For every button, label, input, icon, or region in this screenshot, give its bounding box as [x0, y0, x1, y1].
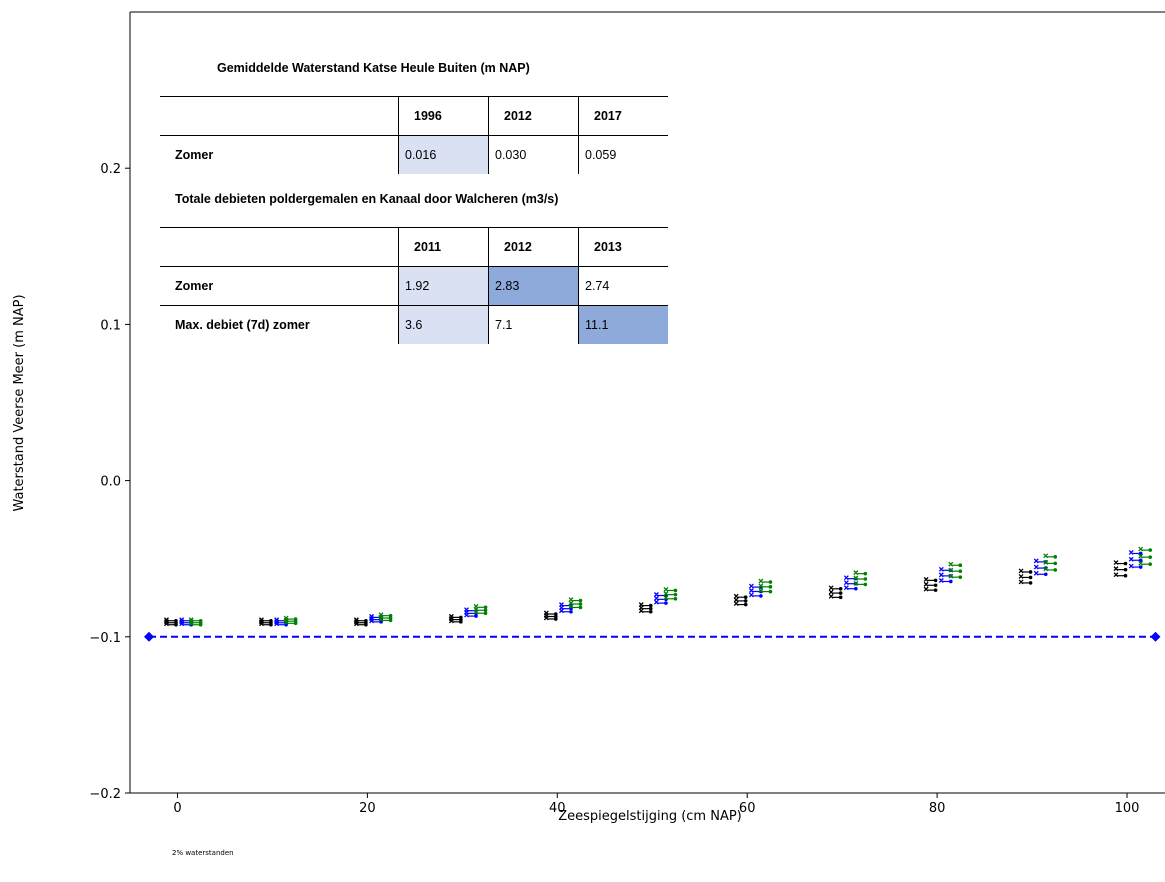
reference-endpoint: [143, 631, 154, 642]
table2-header-year-2: 2012: [488, 227, 579, 267]
data-point: [283, 615, 298, 626]
data-point: [464, 607, 478, 618]
data-point: [853, 570, 868, 587]
y-tick-label: 0.2: [100, 162, 121, 177]
data-point: [923, 576, 938, 592]
y-tick-label: 0.1: [100, 318, 121, 333]
x-tick-label: 0: [173, 801, 181, 816]
table2-title: Totale debieten poldergemalen en Kanaal …: [175, 192, 559, 206]
table1-title: Gemiddelde Waterstand Katse Heule Buiten…: [217, 61, 530, 75]
table2-header-corner: [160, 227, 399, 267]
data-point: [1043, 553, 1058, 572]
y-tick-label: 0.0: [100, 475, 121, 490]
table2-header-year-1: 2011: [398, 227, 489, 267]
data-point: [353, 617, 368, 627]
table2-cell: 3.6: [398, 305, 489, 344]
y-tick-label: −0.1: [89, 631, 121, 646]
data-point: [473, 603, 488, 616]
data-point: [559, 602, 573, 614]
reference-endpoint: [1150, 631, 1161, 642]
data-point: [448, 613, 463, 624]
data-point: [543, 610, 558, 621]
table2-header-row: 2011 2012 2013: [160, 227, 668, 267]
x-tick-label: 40: [549, 801, 566, 816]
data-point: [164, 617, 178, 627]
table2: 2011 2012 2013 Zomer 1.92 2.83 2.74 Max.…: [160, 227, 668, 344]
x-tick-label: 20: [359, 801, 376, 816]
data-point: [948, 561, 963, 579]
table1-cell: 0.030: [488, 135, 579, 174]
x-tick-label: 100: [1115, 801, 1140, 816]
x-tick-label: 80: [929, 801, 946, 816]
data-point: [1138, 546, 1153, 566]
table1-row-zomer: Zomer 0.016 0.030 0.059: [160, 135, 668, 174]
x-tick-label: 60: [739, 801, 756, 816]
data-point: [258, 617, 273, 627]
x-axis-label: Zeespiegelstijging (cm NAP): [558, 809, 742, 824]
data-point: [663, 587, 678, 601]
table1: 1996 2012 2017 Zomer 0.016 0.030 0.059: [160, 96, 668, 174]
table1-header-year-2: 2012: [488, 96, 579, 136]
table2-row-label: Zomer: [160, 266, 399, 306]
table2-row-zomer: Zomer 1.92 2.83 2.74: [160, 266, 668, 306]
table1-header-year-3: 2017: [578, 96, 668, 136]
y-tick-label: −0.2: [89, 787, 121, 802]
table2-cell: 7.1: [488, 305, 579, 344]
data-point: [1128, 550, 1143, 569]
table2-header-year-3: 2013: [578, 227, 668, 267]
data-point: [378, 612, 393, 623]
table1-cell: 0.016: [398, 135, 489, 174]
table2-row-label: Max. debiet (7d) zomer: [175, 318, 310, 332]
footnote: 2% waterstanden: [172, 849, 234, 857]
data-point: [1113, 560, 1128, 578]
data-point: [733, 593, 748, 607]
data-point: [828, 585, 843, 600]
table2-cell: 1.92: [398, 266, 489, 306]
data-point: [1018, 568, 1033, 585]
table2-cell: 11.1: [578, 305, 668, 344]
data-point: [568, 597, 583, 610]
y-axis-label: Waterstand Veerse Meer (m NAP): [12, 294, 27, 511]
plot-frame: [129, 11, 1165, 794]
table2-cell: 2.74: [578, 266, 668, 306]
table1-cell: 0.059: [578, 135, 668, 174]
table2-cell: 2.83: [488, 266, 579, 306]
table1-header-corner: [160, 96, 399, 136]
table1-header-row: 1996 2012 2017: [160, 96, 668, 136]
table1-row-label: Zomer: [175, 148, 214, 162]
table2-row-max-debiet: Max. debiet (7d) zomer 3.6 7.1 11.1: [160, 305, 668, 344]
data-point: [188, 617, 203, 627]
data-point: [758, 578, 773, 594]
data-point: [638, 602, 653, 614]
table1-header-year-1: 1996: [398, 96, 489, 136]
